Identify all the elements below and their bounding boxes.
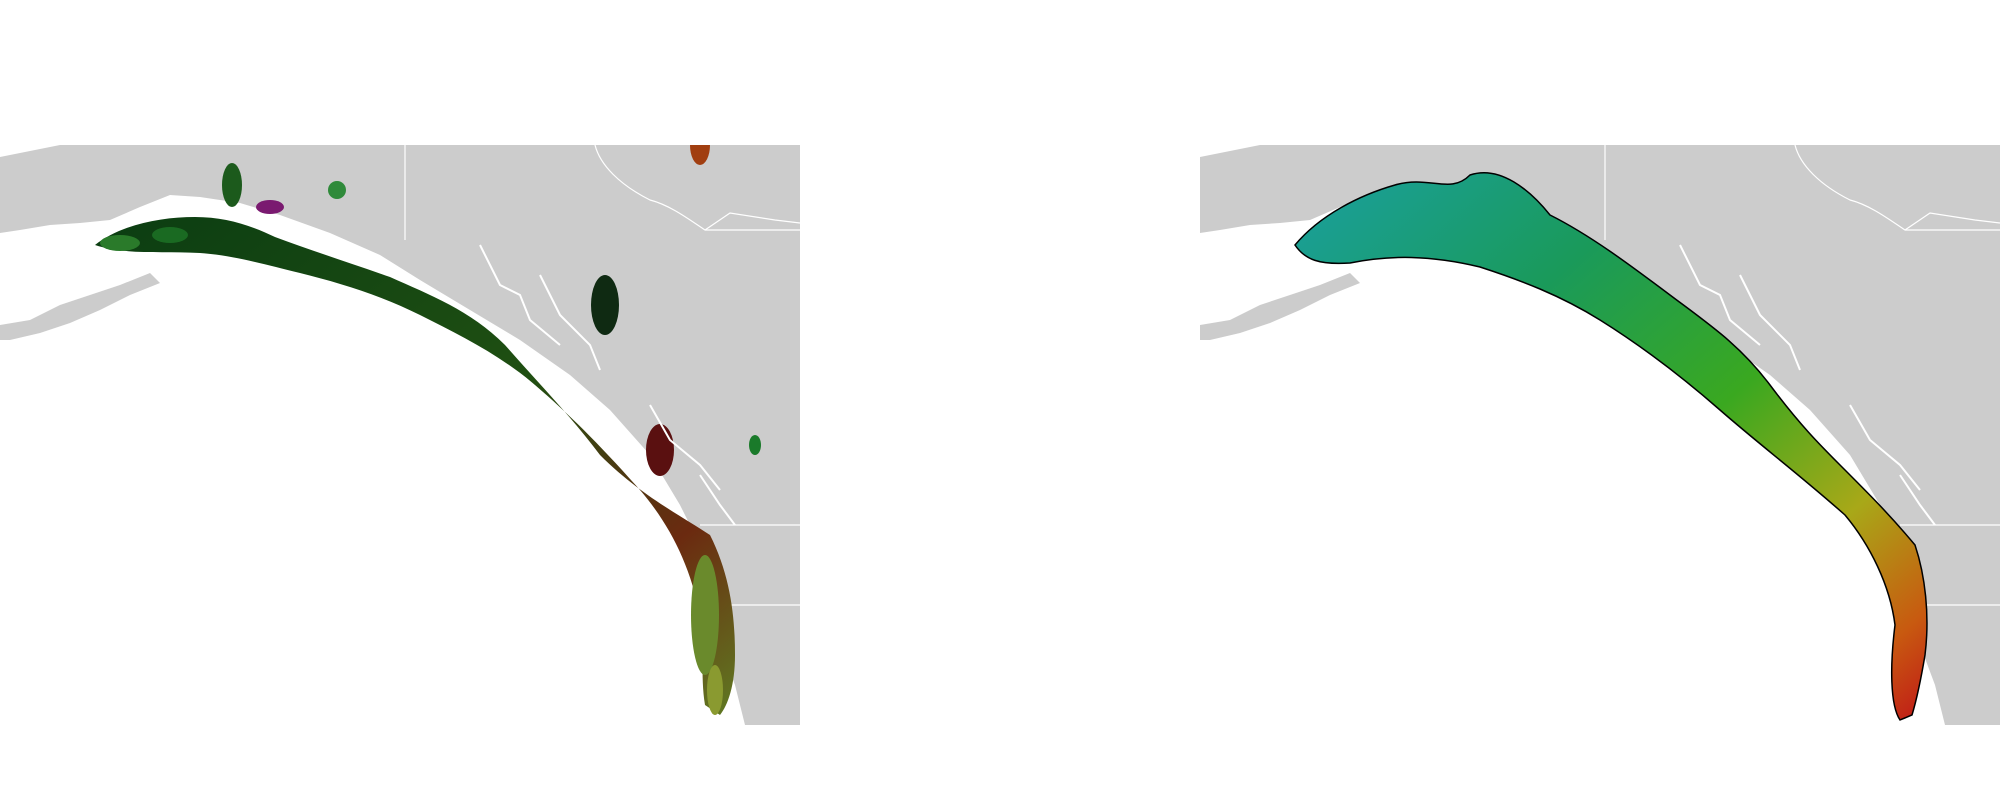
color-space-biplot bbox=[800, 125, 1200, 415]
rgb-climate-map bbox=[0, 145, 800, 725]
species-range-raster bbox=[95, 145, 761, 715]
border-lines bbox=[1604, 145, 2000, 606]
fjord-lines bbox=[1679, 244, 1936, 526]
species-range-smoothed bbox=[1294, 172, 1928, 721]
land-mass bbox=[1200, 145, 2000, 725]
fjord-lines bbox=[479, 244, 736, 526]
smoothed-range-map bbox=[1200, 145, 2000, 725]
occurrence-biplot bbox=[800, 490, 1200, 780]
